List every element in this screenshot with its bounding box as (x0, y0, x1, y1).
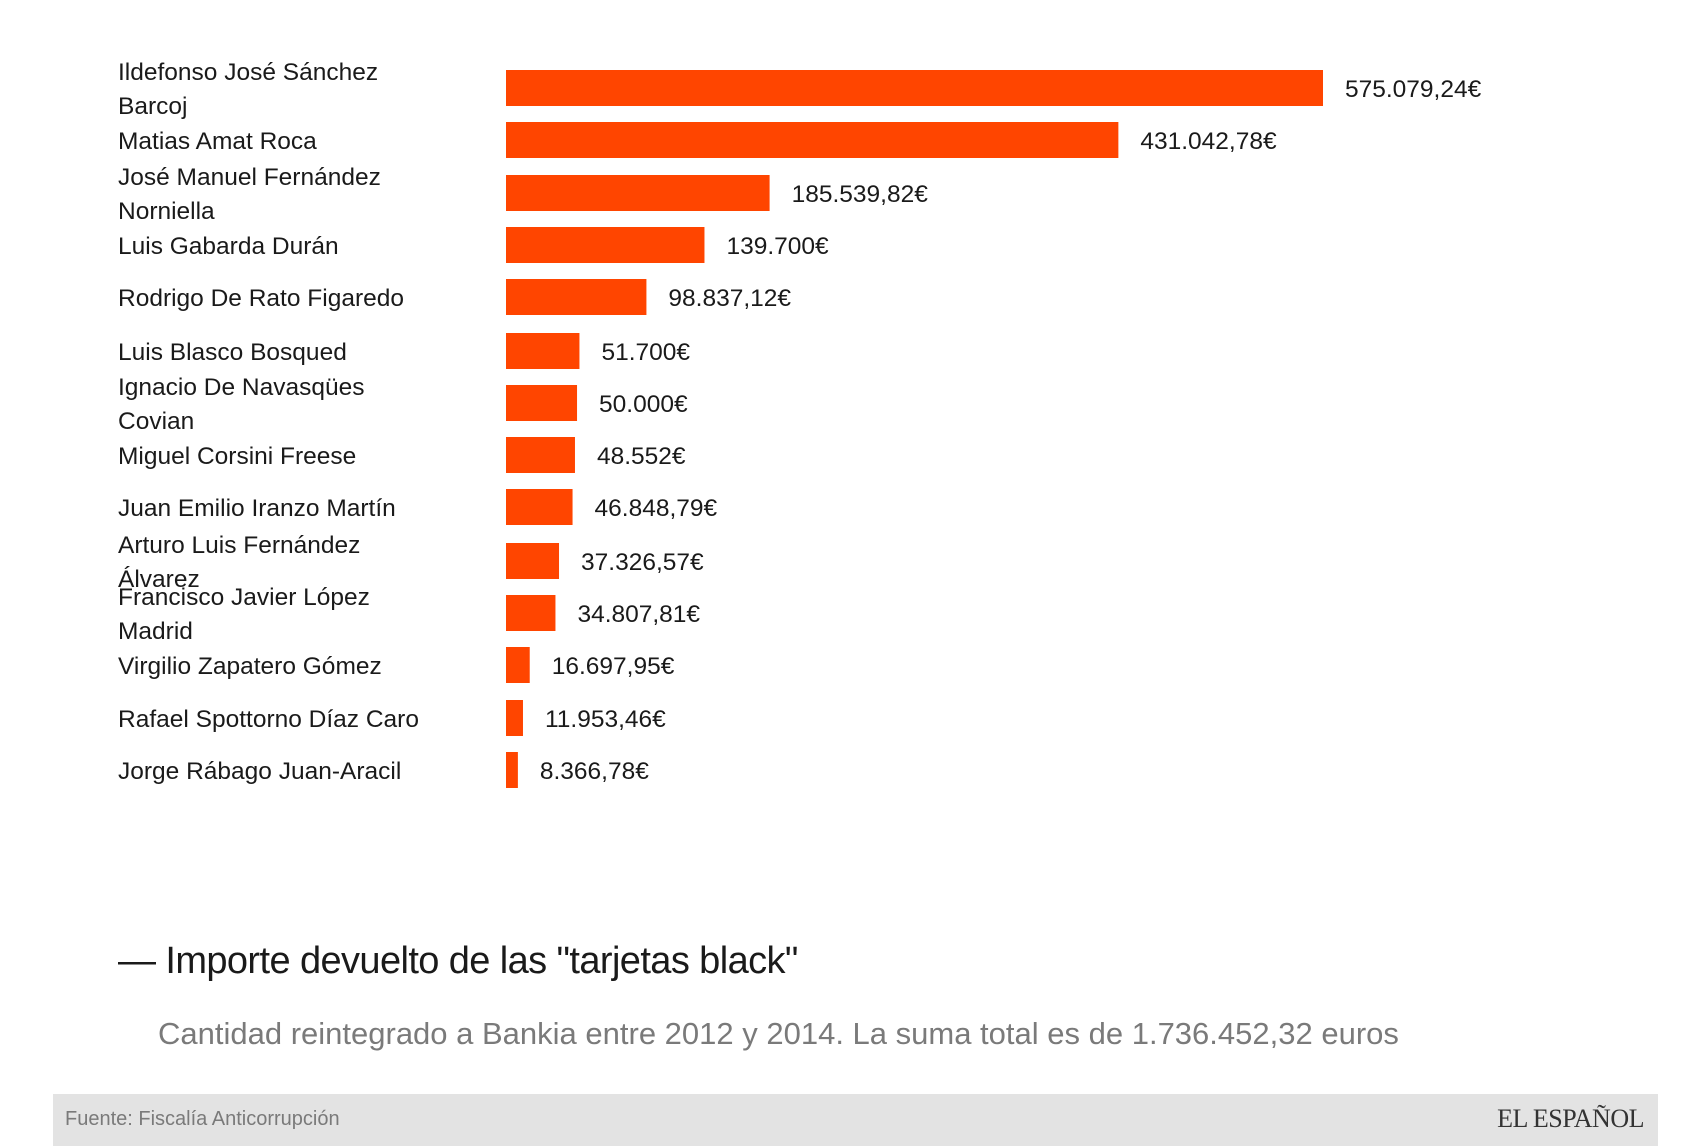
value-label: 431.042,78€ (1140, 128, 1277, 155)
value-label: 575.079,24€ (1345, 76, 1482, 103)
bar (506, 385, 578, 421)
category-label-line: Covian (118, 408, 194, 435)
bar (506, 122, 1119, 158)
category-label: Luis Blasco Bosqued (118, 339, 347, 366)
category-label-line: Álvarez (118, 566, 200, 593)
category-label-line: Francisco Javier López (118, 584, 370, 611)
category-label: Virgilio Zapatero Gómez (118, 653, 382, 680)
category-label-line: Rodrigo De Rato Figaredo (118, 285, 404, 312)
source-note: Fuente: Fiscalía Anticorrupción (65, 1108, 340, 1130)
value-label: 50.000€ (599, 391, 688, 418)
category-label-line: Matias Amat Roca (118, 128, 317, 155)
category-label-line: Barcoj (118, 93, 187, 120)
bar (506, 543, 560, 579)
category-label-line: José Manuel Fernández (118, 164, 381, 191)
category-label: Luis Gabarda Durán (118, 233, 339, 260)
bar (506, 752, 518, 788)
bar (506, 647, 530, 683)
category-label-line: Jorge Rábago Juan-Aracil (118, 758, 401, 785)
category-label-line: Juan Emilio Iranzo Martín (118, 495, 396, 522)
category-label-line: Luis Gabarda Durán (118, 233, 339, 260)
bar-chart: 575.079,24€ Ildefonso José Sánchez Barcoj 4… (118, 59, 1482, 788)
bar (506, 333, 580, 369)
bar (506, 70, 1323, 106)
category-label-line: Ignacio De Navasqües (118, 374, 365, 401)
bar (506, 227, 705, 263)
value-label: 16.697,95€ (552, 653, 675, 680)
bar (506, 700, 523, 736)
category-label-line: Ildefonso José Sánchez (118, 59, 378, 86)
value-label: 98.837,12€ (668, 285, 791, 312)
category-label-line: Arturo Luis Fernández (118, 532, 360, 559)
bar (506, 437, 575, 473)
category-label-line: Rafael Spottorno Díaz Caro (118, 706, 419, 733)
value-label: 34.807,81€ (577, 601, 700, 628)
category-label: Rodrigo De Rato Figaredo (118, 285, 404, 312)
value-label: 48.552€ (597, 443, 686, 470)
category-label: Rafael Spottorno Díaz Caro (118, 706, 419, 733)
category-label: Miguel Corsini Freese (118, 443, 356, 470)
category-label-line: Virgilio Zapatero Gómez (118, 653, 382, 680)
value-label: 46.848,79€ (595, 495, 718, 522)
bar (506, 595, 556, 631)
chart-subtitle: Cantidad reintegrado a Bankia entre 2012… (158, 1016, 1399, 1051)
bar (506, 489, 573, 525)
value-label: 139.700€ (726, 233, 829, 260)
category-label: José Manuel Fernández Norniella (118, 164, 381, 225)
value-label: 11.953,46€ (545, 706, 666, 733)
category-label: Ildefonso José Sánchez Barcoj (118, 59, 378, 120)
footer-bar: Fuente: Fiscalía Anticorrupción EL ESPAÑ… (53, 1094, 1658, 1146)
category-label-line: Luis Blasco Bosqued (118, 339, 347, 366)
category-label-line: Madrid (118, 618, 193, 645)
brand-logo: EL ESPAÑOL (1497, 1104, 1644, 1133)
category-label: Arturo Luis Fernández Álvarez (118, 532, 360, 593)
bar (506, 279, 647, 315)
category-label: Jorge Rábago Juan-Aracil (118, 758, 401, 785)
category-label: Ignacio De Navasqües Covian (118, 374, 365, 435)
category-label-line: Norniella (118, 198, 215, 225)
value-label: 8.366,78€ (540, 758, 649, 785)
bar (506, 175, 770, 211)
category-label-line: Miguel Corsini Freese (118, 443, 356, 470)
category-label: Juan Emilio Iranzo Martín (118, 495, 396, 522)
chart-title: — Importe devuelto de las "tarjetas blac… (118, 940, 798, 982)
value-label: 37.326,57€ (581, 549, 704, 576)
value-label: 51.700€ (601, 339, 690, 366)
category-label: Francisco Javier López Madrid (118, 584, 370, 645)
category-label: Matias Amat Roca (118, 128, 317, 155)
value-label: 185.539,82€ (792, 181, 929, 208)
